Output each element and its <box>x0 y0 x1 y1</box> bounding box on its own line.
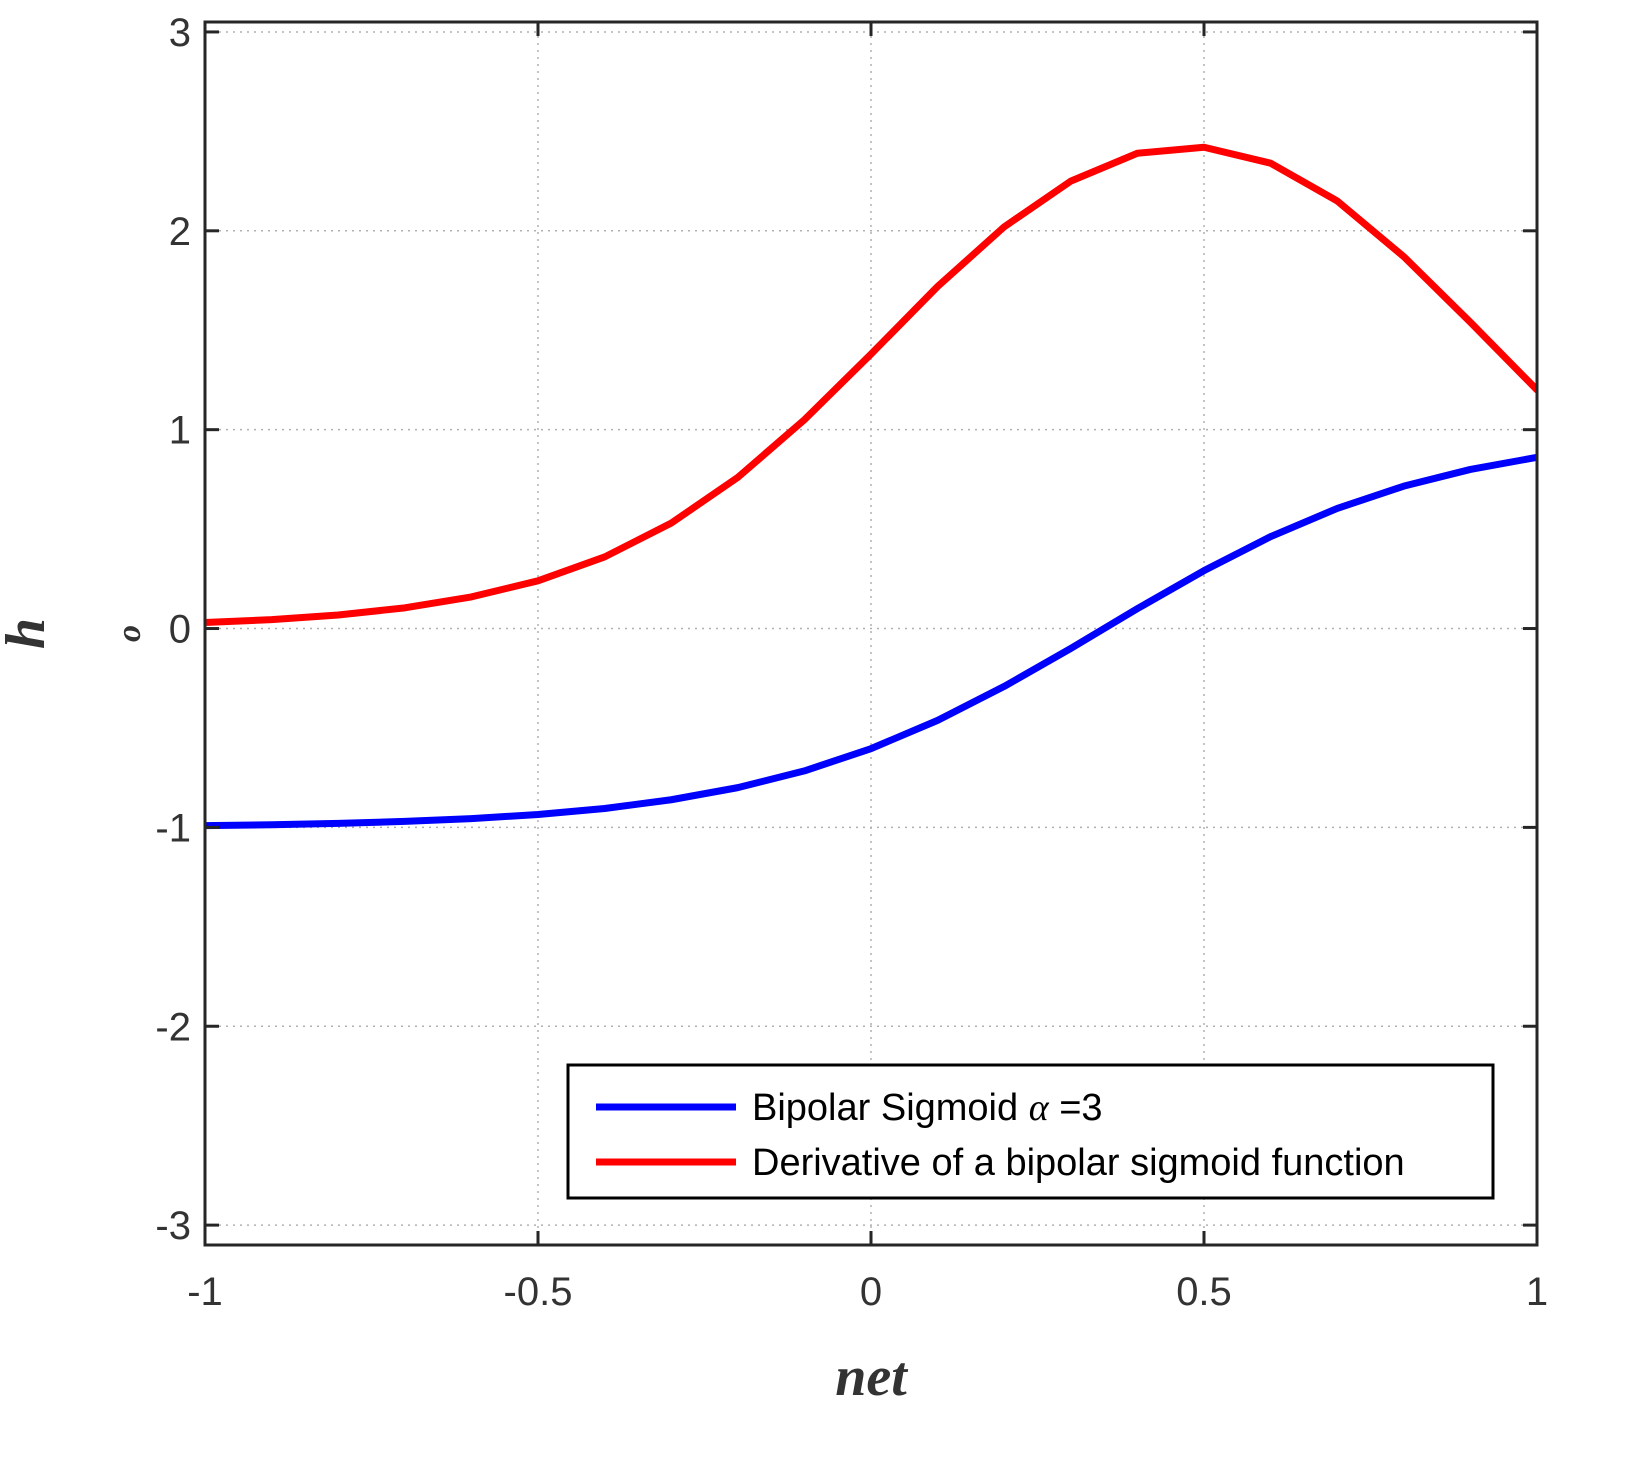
x-tick-label: 0 <box>860 1270 882 1314</box>
legend-label-bipolar-sigmoid-name: Bipolar Sigmoid <box>752 1087 1018 1129</box>
y-axis-title-group: h o <box>0 618 148 649</box>
legend-label-derivative: Derivative of a bipolar sigmoid function <box>752 1142 1405 1184</box>
series-layer <box>205 143 1537 830</box>
tick-labels-y: -3 -2 -1 0 1 2 3 <box>155 11 191 1248</box>
y-tick-label: 2 <box>169 210 191 254</box>
y-axis-subscript: o <box>111 625 148 642</box>
y-tick-label: -1 <box>155 806 191 850</box>
y-tick-label: -3 <box>155 1204 191 1248</box>
tick-labels-x: -1 -0.5 0 0.5 1 <box>187 1270 1548 1314</box>
x-axis-title: net <box>835 1346 908 1408</box>
legend-label-bipolar-sigmoid: Bipolar Sigmoid α =3 <box>752 1087 1103 1129</box>
legend-label-alpha-symbol: α <box>1029 1087 1050 1129</box>
x-tick-label: -1 <box>187 1270 223 1314</box>
tick-layer <box>203 22 1539 1245</box>
y-axis-title: h <box>0 618 57 649</box>
y-tick-label: 1 <box>169 409 191 453</box>
legend: Bipolar Sigmoid α =3 Derivative of a bip… <box>566 1063 1495 1200</box>
y-tick-label: 0 <box>169 608 191 652</box>
y-tick-label: -2 <box>155 1005 191 1049</box>
x-tick-label: -0.5 <box>504 1270 573 1314</box>
legend-box <box>566 1063 1495 1200</box>
x-tick-label: 1 <box>1526 1270 1548 1314</box>
x-tick-label: 0.5 <box>1176 1270 1232 1314</box>
series-line-derivative <box>205 143 1537 627</box>
y-tick-label: 3 <box>169 11 191 55</box>
legend-label-alpha-value: =3 <box>1059 1087 1102 1129</box>
series-line-bipolar-sigmoid <box>205 453 1537 830</box>
